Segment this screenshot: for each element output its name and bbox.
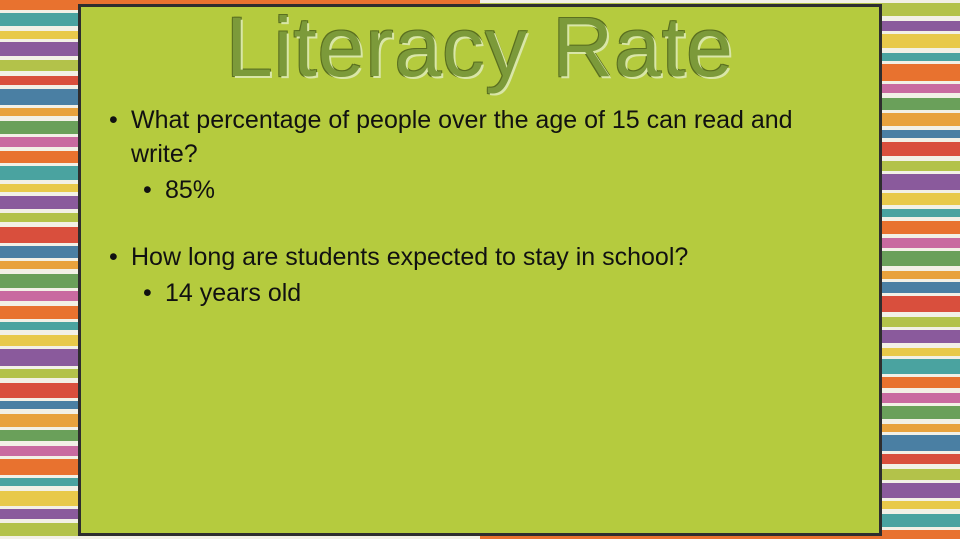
bullet-question-2: • How long are students expected to stay… xyxy=(109,241,851,275)
bullet-dot-icon: • xyxy=(143,174,165,208)
bullet-answer-1: • 85% xyxy=(109,174,851,208)
content-panel: Literacy Rate • What percentage of peopl… xyxy=(78,4,882,536)
bullet-answer-2: • 14 years old xyxy=(109,277,851,311)
slide-title: Literacy Rate xyxy=(81,0,879,96)
bullet-dot-icon: • xyxy=(109,241,131,275)
bullet-dot-icon: • xyxy=(143,277,165,311)
bullet-dot-icon: • xyxy=(109,104,131,172)
bullet-list: • What percentage of people over the age… xyxy=(81,96,879,311)
bullet-question-1: • What percentage of people over the age… xyxy=(109,104,851,172)
